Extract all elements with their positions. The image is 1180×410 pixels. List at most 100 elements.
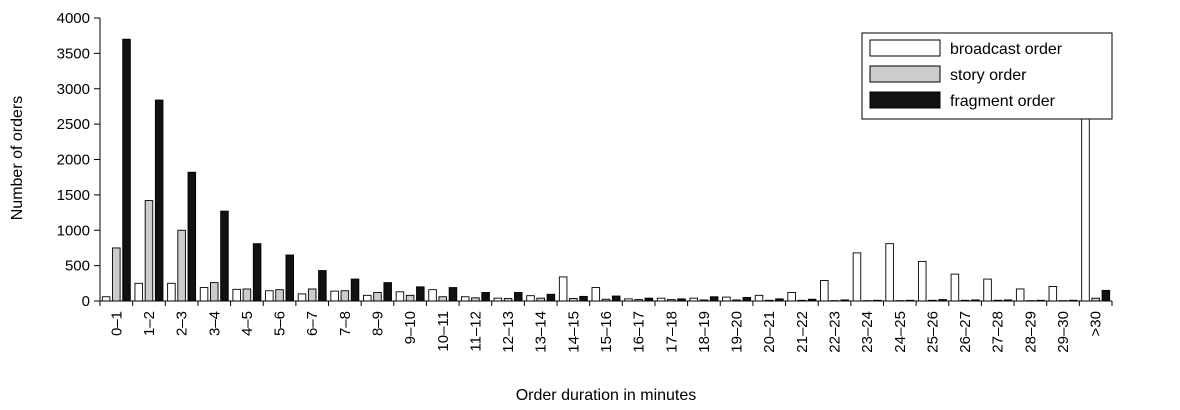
x-tick-label: 28–29: [1022, 311, 1039, 353]
y-tick-label: 4000: [57, 10, 90, 27]
bar-story-order-10: [438, 296, 448, 302]
bar-fragment-order-3: [220, 210, 229, 302]
x-axis-ticks: 0–1 1–2 2–3 3–4 4–5 5–6 6–7 7–8 8–9 9–10 10–11 11–1…: [99, 301, 1113, 353]
bar-broadcast-order-11: [460, 296, 470, 302]
bar-broadcast-order-1: [134, 282, 144, 302]
bar-broadcast-order-24: [885, 243, 894, 302]
x-tick-label: 21–22: [794, 311, 811, 353]
x-tick-label: 16–17: [631, 311, 648, 353]
bar-fragment-order-15: [611, 295, 621, 302]
x-tick-label: 25–26: [924, 311, 941, 353]
bar-broadcast-order-10: [428, 289, 437, 302]
bar-story-order-2: [177, 229, 186, 302]
bar-story-order-3: [210, 282, 219, 302]
bar-fragment-order-19: [742, 297, 752, 302]
bar-story-order-4: [242, 288, 252, 302]
y-tick-label: 1000: [57, 222, 90, 239]
bar-broadcast-order-2: [167, 282, 176, 302]
bar-broadcast-order-27: [983, 278, 992, 302]
x-tick-label: 24–25: [892, 311, 909, 353]
bar-broadcast-order-26: [950, 273, 960, 302]
x-tick-label: 13–14: [533, 311, 550, 353]
bar-fragment-order-30: [1101, 289, 1111, 302]
bar-story-order-0: [112, 247, 121, 302]
legend-label-fragment-order: fragment order: [950, 93, 1056, 110]
bar-story-order-9: [405, 294, 415, 302]
x-tick-label: 20–21: [761, 311, 778, 353]
y-axis-title: Number of orders: [9, 96, 26, 221]
bar-fragment-order-13: [546, 293, 556, 302]
x-tick-label: 11–12: [467, 311, 484, 352]
y-tick-label: 1500: [57, 187, 90, 204]
bar-broadcast-order-25: [918, 260, 927, 302]
bar-fragment-order-14: [579, 295, 588, 302]
bar-broadcast-order-28: [1015, 288, 1025, 302]
x-tick-label: 3–4: [206, 311, 223, 336]
legend-label-broadcast-order: broadcast order: [950, 41, 1063, 58]
y-axis-ticks: 0 500 1000 1500 2000 2500 3000 3500 4000: [57, 10, 100, 310]
x-axis-title: Order duration in minutes: [516, 387, 697, 404]
y-tick-label: 3500: [57, 45, 90, 62]
bar-broadcast-order-4: [232, 288, 241, 302]
bar-broadcast-order-3: [199, 287, 209, 302]
x-tick-label: 9–10: [402, 311, 419, 344]
x-tick-label: 22–23: [827, 311, 844, 353]
bar-fragment-order-12: [514, 292, 523, 302]
bar-broadcast-order-23: [852, 252, 862, 302]
x-tick-label: 29–30: [1055, 311, 1072, 353]
x-tick-label: 4–5: [239, 311, 256, 336]
y-tick-label: 2500: [57, 116, 90, 133]
y-tick-label: 0: [82, 293, 90, 310]
x-tick-label: 8–9: [369, 311, 386, 336]
x-tick-label: 27–28: [990, 311, 1007, 353]
legend-label-story-order: story order: [950, 67, 1027, 84]
x-tick-label: 17–18: [663, 311, 680, 353]
bar-fragment-order-10: [448, 287, 458, 302]
x-tick-label: 7–8: [337, 311, 354, 336]
x-tick-label: 23–24: [859, 311, 876, 353]
bar-fragment-order-8: [383, 282, 392, 302]
bar-fragment-order-1: [154, 99, 164, 302]
bar-story-order-5: [275, 289, 284, 302]
bar-broadcast-order-21: [787, 292, 796, 302]
x-tick-label: 14–15: [565, 311, 582, 353]
bar-fragment-order-5: [285, 254, 295, 302]
bar-broadcast-order-19: [722, 296, 731, 302]
bar-broadcast-order-7: [330, 290, 339, 302]
x-tick-label: 19–20: [729, 311, 746, 353]
x-tick-label: 15–16: [598, 311, 615, 353]
x-tick-label: >30: [1088, 311, 1105, 336]
legend-swatch-story-order: [869, 65, 941, 83]
bar-story-order-6: [307, 288, 317, 302]
bar-broadcast-order-13: [526, 295, 535, 302]
y-tick-label: 500: [65, 258, 90, 275]
bar-story-order-7: [340, 290, 350, 302]
bar-broadcast-order-20: [754, 294, 764, 302]
bar-broadcast-order-22: [820, 280, 829, 302]
bar-broadcast-order-5: [265, 290, 274, 302]
bar-broadcast-order-8: [363, 294, 372, 302]
x-tick-label: 0–1: [108, 311, 125, 336]
bar-story-order-1: [144, 200, 154, 302]
bar-fragment-order-6: [318, 270, 327, 302]
bar-broadcast-order-15: [591, 287, 601, 302]
bar-fragment-order-7: [350, 278, 360, 302]
x-tick-label: 26–27: [957, 311, 974, 353]
legend-swatch-fragment-order: [869, 91, 941, 109]
bar-fragment-order-9: [416, 286, 425, 302]
bar-broadcast-order-6: [297, 293, 307, 302]
x-tick-label: 12–13: [500, 311, 517, 353]
x-tick-label: 18–19: [696, 311, 713, 353]
bar-fragment-order-2: [187, 171, 197, 302]
bar-fragment-order-0: [122, 38, 131, 302]
x-tick-label: 5–6: [272, 311, 289, 336]
x-tick-label: 2–3: [174, 311, 191, 336]
bar-broadcast-order-14: [558, 276, 568, 302]
bar-broadcast-order-9: [395, 291, 405, 302]
bar-broadcast-order-0: [101, 296, 111, 302]
y-tick-label: 2000: [57, 152, 90, 169]
x-tick-label: 1–2: [141, 311, 158, 336]
y-tick-label: 3000: [57, 81, 90, 98]
legend-swatch-broadcast-order: [869, 39, 941, 57]
